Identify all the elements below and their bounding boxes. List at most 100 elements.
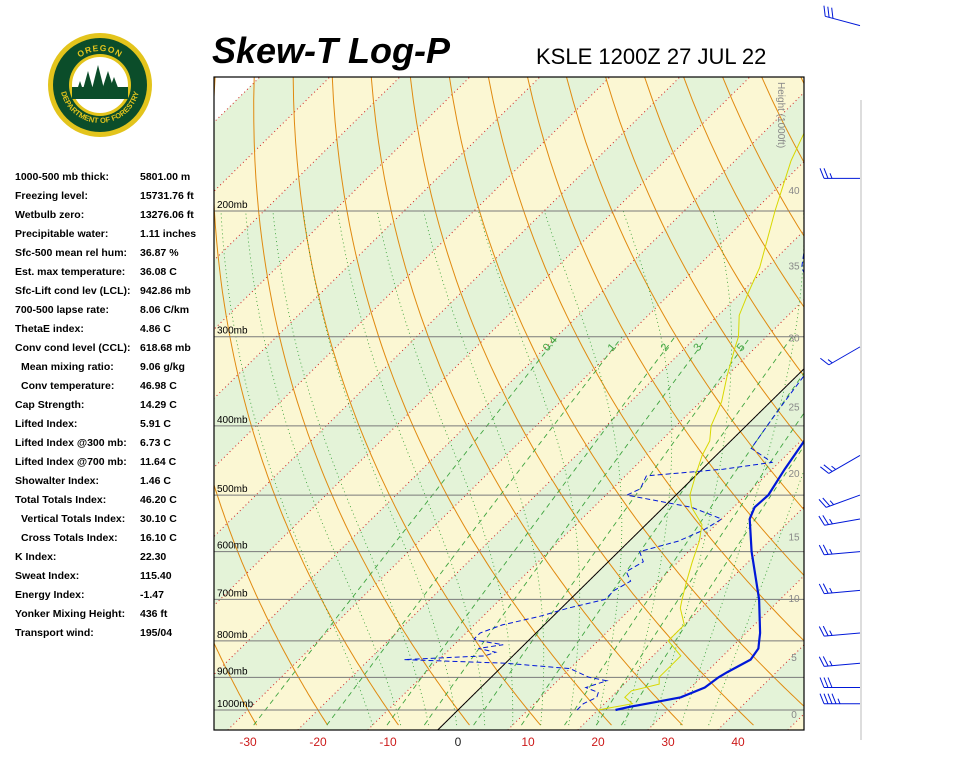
wind-barb: [820, 346, 861, 366]
zero-isotherm: [437, 368, 804, 730]
dry-adiabat: [331, 77, 612, 726]
index-value: 6.73 C: [140, 437, 171, 449]
sounding-series-line: [615, 439, 804, 712]
index-row: Sweat Index: 115.40: [15, 567, 215, 586]
index-label: Freezing level:: [15, 190, 88, 202]
pressure-label: 800mb: [217, 630, 248, 641]
index-value: 4.86 C: [140, 323, 171, 335]
dry-adiabat: [527, 77, 804, 577]
temperature-band: [577, 506, 804, 730]
pressure-label: 200mb: [217, 200, 248, 211]
temperature-band: [214, 77, 330, 192]
station-time-label: KSLE 1200Z 27 JUL 22: [536, 44, 767, 69]
height-tick-label: 35: [788, 261, 800, 272]
index-row: Freezing level: 15731.76 ft: [15, 187, 215, 206]
moist-adiabat: [245, 210, 402, 726]
height-tick-label: 0: [791, 710, 797, 721]
temperature-band: [214, 77, 804, 675]
index-value: 30.10 C: [140, 513, 177, 525]
index-label: Conv temperature:: [21, 380, 115, 392]
pressure-label: 600mb: [217, 541, 248, 552]
pressure-label: 500mb: [217, 484, 248, 495]
moist-adiabat: [376, 210, 514, 726]
index-label: Yonker Mixing Height:: [15, 608, 126, 620]
index-value: 8.06 C/km: [140, 304, 190, 316]
index-label: Sfc-Lift cond lev (LCL):: [15, 285, 131, 297]
temperature-band: [297, 230, 804, 730]
odf-tree-logo: OREGON DEPARTMENT OF FORESTRY: [46, 31, 154, 139]
isotherm: [214, 77, 611, 469]
moist-adiabat: [337, 210, 486, 726]
index-row: Sfc-Lift cond lev (LCL): 942.86 mb: [15, 282, 215, 301]
pressure-label: 1000mb: [217, 699, 254, 710]
index-label: Showalter Index:: [15, 475, 100, 487]
moist-adiabat: [622, 210, 673, 726]
moist-adiabat: [680, 210, 804, 726]
index-value: 5.91 C: [140, 418, 171, 430]
index-value: 436 ft: [140, 608, 168, 620]
index-row: Transport wind: 195/04: [15, 624, 215, 643]
isotherm: [297, 230, 804, 730]
chart-title: Skew-T Log-P: [212, 30, 451, 71]
dry-adiabat: [948, 0, 960, 725]
index-row: ThetaE index: 4.86 C: [15, 320, 215, 339]
index-value: 5801.00 m: [140, 171, 191, 183]
index-row: Energy Index: -1.47: [15, 586, 215, 605]
wind-barb: [819, 693, 860, 705]
isotherm: [214, 91, 804, 676]
index-label: Sweat Index:: [15, 570, 80, 582]
index-label: ThetaE index:: [15, 323, 84, 335]
index-label: Transport wind:: [15, 627, 94, 639]
dry-adiabat: [487, 77, 804, 642]
pressure-label: 300mb: [217, 326, 248, 337]
moist-adiabat: [302, 210, 458, 726]
index-label: Precipitable water:: [15, 228, 109, 240]
dry-adiabat: [370, 77, 683, 726]
index-value: 9.06 g/kg: [140, 361, 185, 373]
x-tick-label: -10: [379, 735, 397, 749]
mixing-ratio-line: [253, 336, 559, 726]
index-label: Conv cond level (CCL):: [15, 342, 131, 354]
x-tick-label: -30: [239, 735, 257, 749]
pressure-label: 900mb: [217, 666, 248, 677]
temperature-band: [214, 92, 804, 730]
dry-adiabat: [214, 641, 258, 726]
isotherm: [227, 160, 804, 730]
index-label: Mean mixing ratio:: [21, 361, 114, 373]
index-row: Conv temperature: 46.98 C: [15, 377, 215, 396]
height-axis-title: Height (1000ft): [775, 82, 786, 148]
index-label: Energy Index:: [15, 589, 85, 601]
sounding-series-line: [597, 132, 804, 711]
wind-barb: [818, 583, 861, 595]
index-value: 1.46 C: [140, 475, 171, 487]
height-tick-label: 5: [791, 653, 797, 664]
mixing-ratio-line: [521, 336, 793, 726]
index-row: Total Totals Index: 46.20 C: [15, 491, 215, 510]
x-tick-label: 20: [591, 735, 605, 749]
index-label: Sfc-500 mean rel hum:: [15, 247, 128, 259]
index-label: 1000-500 mb thick:: [15, 171, 109, 183]
index-row: Lifted Index @700 mb: 11.64 C: [15, 453, 215, 472]
index-label: Wetbulb zero:: [15, 209, 85, 221]
index-label: Total Totals Index:: [15, 494, 107, 506]
index-value: 46.98 C: [140, 380, 177, 392]
index-value: 11.64 C: [140, 456, 177, 468]
wind-barb: [819, 168, 860, 179]
index-row: Conv cond level (CCL): 618.68 mb: [15, 339, 215, 358]
moist-adiabat: [423, 210, 545, 726]
index-label: Lifted Index @700 mb:: [15, 456, 127, 468]
index-value: 36.87 %: [140, 247, 179, 259]
index-row: Yonker Mixing Height: 436 ft: [15, 605, 215, 624]
dry-adiabat: [912, 0, 960, 725]
wind-column: [806, 77, 862, 730]
stability-indices-list: 1000-500 mb thick: 5801.00 m Freezing leve…: [15, 168, 215, 643]
height-tick-label: 40: [788, 186, 800, 197]
index-value: 942.86 mb: [140, 285, 191, 297]
index-row: Cross Totals Index: 16.10 C: [15, 529, 215, 548]
dry-adiabat: [214, 483, 329, 726]
temperature-band: [858, 77, 960, 730]
index-row: Showalter Index: 1.46 C: [15, 472, 215, 491]
index-value: 1.11 inches: [140, 228, 197, 240]
index-label: 700-500 lapse rate:: [15, 304, 109, 316]
